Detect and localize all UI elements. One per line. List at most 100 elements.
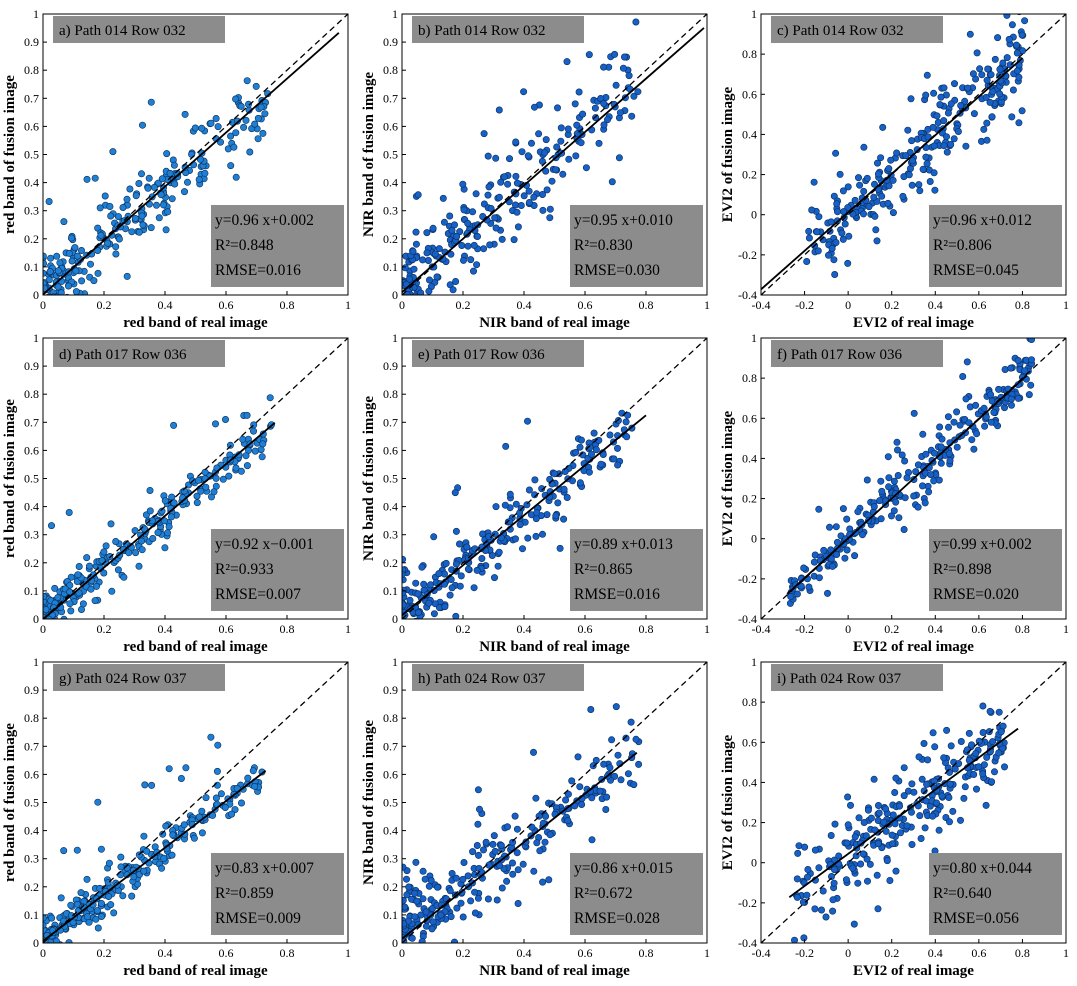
scatter-point bbox=[198, 124, 206, 132]
scatter-point bbox=[491, 214, 499, 222]
y-tick-label: 0.7 bbox=[383, 739, 398, 753]
x-tick-label: 0.6 bbox=[971, 298, 986, 312]
scatter-point bbox=[908, 840, 916, 848]
scatter-point bbox=[827, 872, 835, 880]
scatter-point bbox=[950, 80, 958, 88]
scatter-point bbox=[228, 810, 236, 818]
scatter-point bbox=[1028, 356, 1036, 364]
y-tick-label: 0.2 bbox=[383, 556, 398, 570]
scatter-point bbox=[828, 562, 836, 570]
scatter-point bbox=[591, 104, 599, 112]
scatter-point-outlier bbox=[427, 876, 435, 884]
x-tick-label: 0.8 bbox=[280, 946, 295, 960]
scatter-point bbox=[181, 188, 189, 196]
scatter-point bbox=[107, 901, 115, 909]
y-tick-label: 1 bbox=[392, 7, 398, 21]
scatter-point-outlier bbox=[45, 198, 53, 206]
scatter-point bbox=[471, 909, 479, 917]
scatter-point bbox=[423, 249, 431, 257]
scatter-point-outlier bbox=[141, 781, 149, 789]
scatter-point bbox=[986, 98, 994, 106]
scatter-point bbox=[921, 499, 929, 507]
scatter-point bbox=[918, 482, 926, 490]
scatter-point bbox=[978, 71, 986, 79]
scatter-point bbox=[83, 875, 91, 883]
stats-line: y=0.96 x+0.012 bbox=[933, 212, 1032, 229]
scatter-point-outlier bbox=[502, 442, 510, 450]
scatter-point bbox=[597, 460, 605, 468]
scatter-point-outlier bbox=[884, 199, 892, 207]
scatter-point-outlier bbox=[506, 518, 514, 526]
scatter-point-outlier bbox=[969, 70, 977, 78]
scatter-point bbox=[913, 146, 921, 154]
scatter-point-outlier bbox=[923, 71, 931, 79]
x-tick-label: -0.2 bbox=[795, 298, 814, 312]
x-tick-label: 0 bbox=[40, 622, 46, 636]
x-tick-label: 0.2 bbox=[97, 946, 112, 960]
scatter-point bbox=[45, 949, 51, 955]
y-tick-label: 0.6 bbox=[742, 411, 757, 425]
scatter-point bbox=[449, 286, 457, 294]
scatter-point bbox=[860, 187, 868, 195]
scatter-point bbox=[98, 899, 106, 907]
y-tick-label: 0.2 bbox=[24, 880, 39, 894]
scatter-point-outlier bbox=[109, 148, 117, 156]
scatter-point bbox=[410, 640, 416, 646]
y-tick-label: 0.2 bbox=[742, 168, 757, 182]
scatter-point bbox=[830, 256, 838, 264]
scatter-point bbox=[240, 123, 248, 131]
scatter-point bbox=[606, 764, 614, 772]
scatter-point bbox=[538, 157, 546, 165]
scatter-point bbox=[1018, 31, 1026, 39]
scatter-point-outlier bbox=[60, 847, 68, 855]
scatter-point bbox=[68, 257, 76, 265]
scatter-point bbox=[879, 123, 887, 131]
scatter-point bbox=[970, 770, 978, 778]
scatter-point-outlier bbox=[577, 436, 585, 444]
scatter-point bbox=[434, 294, 439, 295]
scatter-point bbox=[915, 753, 923, 761]
scatter-point bbox=[551, 470, 559, 478]
scatter-point-outlier bbox=[60, 303, 66, 309]
scatter-point bbox=[904, 126, 912, 134]
scatter-point bbox=[965, 729, 973, 737]
scatter-point bbox=[497, 841, 505, 849]
y-tick-label: -0.4 bbox=[738, 936, 757, 950]
scatter-point bbox=[830, 866, 838, 874]
scatter-point bbox=[611, 50, 619, 58]
scatter-point bbox=[916, 187, 924, 195]
scatter-point bbox=[418, 563, 426, 571]
scatter-point bbox=[480, 245, 488, 253]
one-to-one-line bbox=[42, 337, 349, 620]
y-tick-label: 0 bbox=[33, 288, 39, 302]
scatter-point bbox=[193, 499, 201, 507]
scatter-point bbox=[500, 173, 508, 181]
scatter-point bbox=[72, 288, 80, 295]
y-tick-label: 0.4 bbox=[742, 775, 757, 789]
scatter-point bbox=[912, 468, 920, 476]
scatter-point-outlier bbox=[856, 181, 864, 189]
y-tick-label: 0 bbox=[392, 288, 398, 302]
scatter-point bbox=[947, 100, 955, 108]
scatter-point bbox=[970, 445, 978, 453]
scatter-point bbox=[929, 123, 937, 131]
scatter-point bbox=[825, 523, 833, 531]
scatter-point bbox=[412, 858, 420, 866]
one-to-one-line bbox=[760, 13, 1067, 296]
scatter-point bbox=[402, 570, 406, 578]
scatter-point bbox=[571, 100, 579, 108]
scatter-point-outlier bbox=[907, 95, 915, 103]
scatter-point-outlier bbox=[222, 415, 230, 423]
x-tick-label: 0.6 bbox=[578, 946, 593, 960]
scatter-point bbox=[922, 153, 930, 161]
scatter-point bbox=[464, 219, 472, 227]
scatter-point-outlier bbox=[810, 178, 818, 186]
scatter-point bbox=[964, 84, 972, 92]
y-tick-label: 0 bbox=[33, 936, 39, 950]
y-tick-label: 0.1 bbox=[24, 584, 39, 598]
scatter-point bbox=[843, 546, 851, 554]
scatter-point bbox=[484, 191, 492, 199]
panel-title: a) Path 014 Row 032 bbox=[59, 23, 186, 39]
scatter-point bbox=[920, 787, 928, 795]
scatter-point bbox=[453, 233, 461, 241]
